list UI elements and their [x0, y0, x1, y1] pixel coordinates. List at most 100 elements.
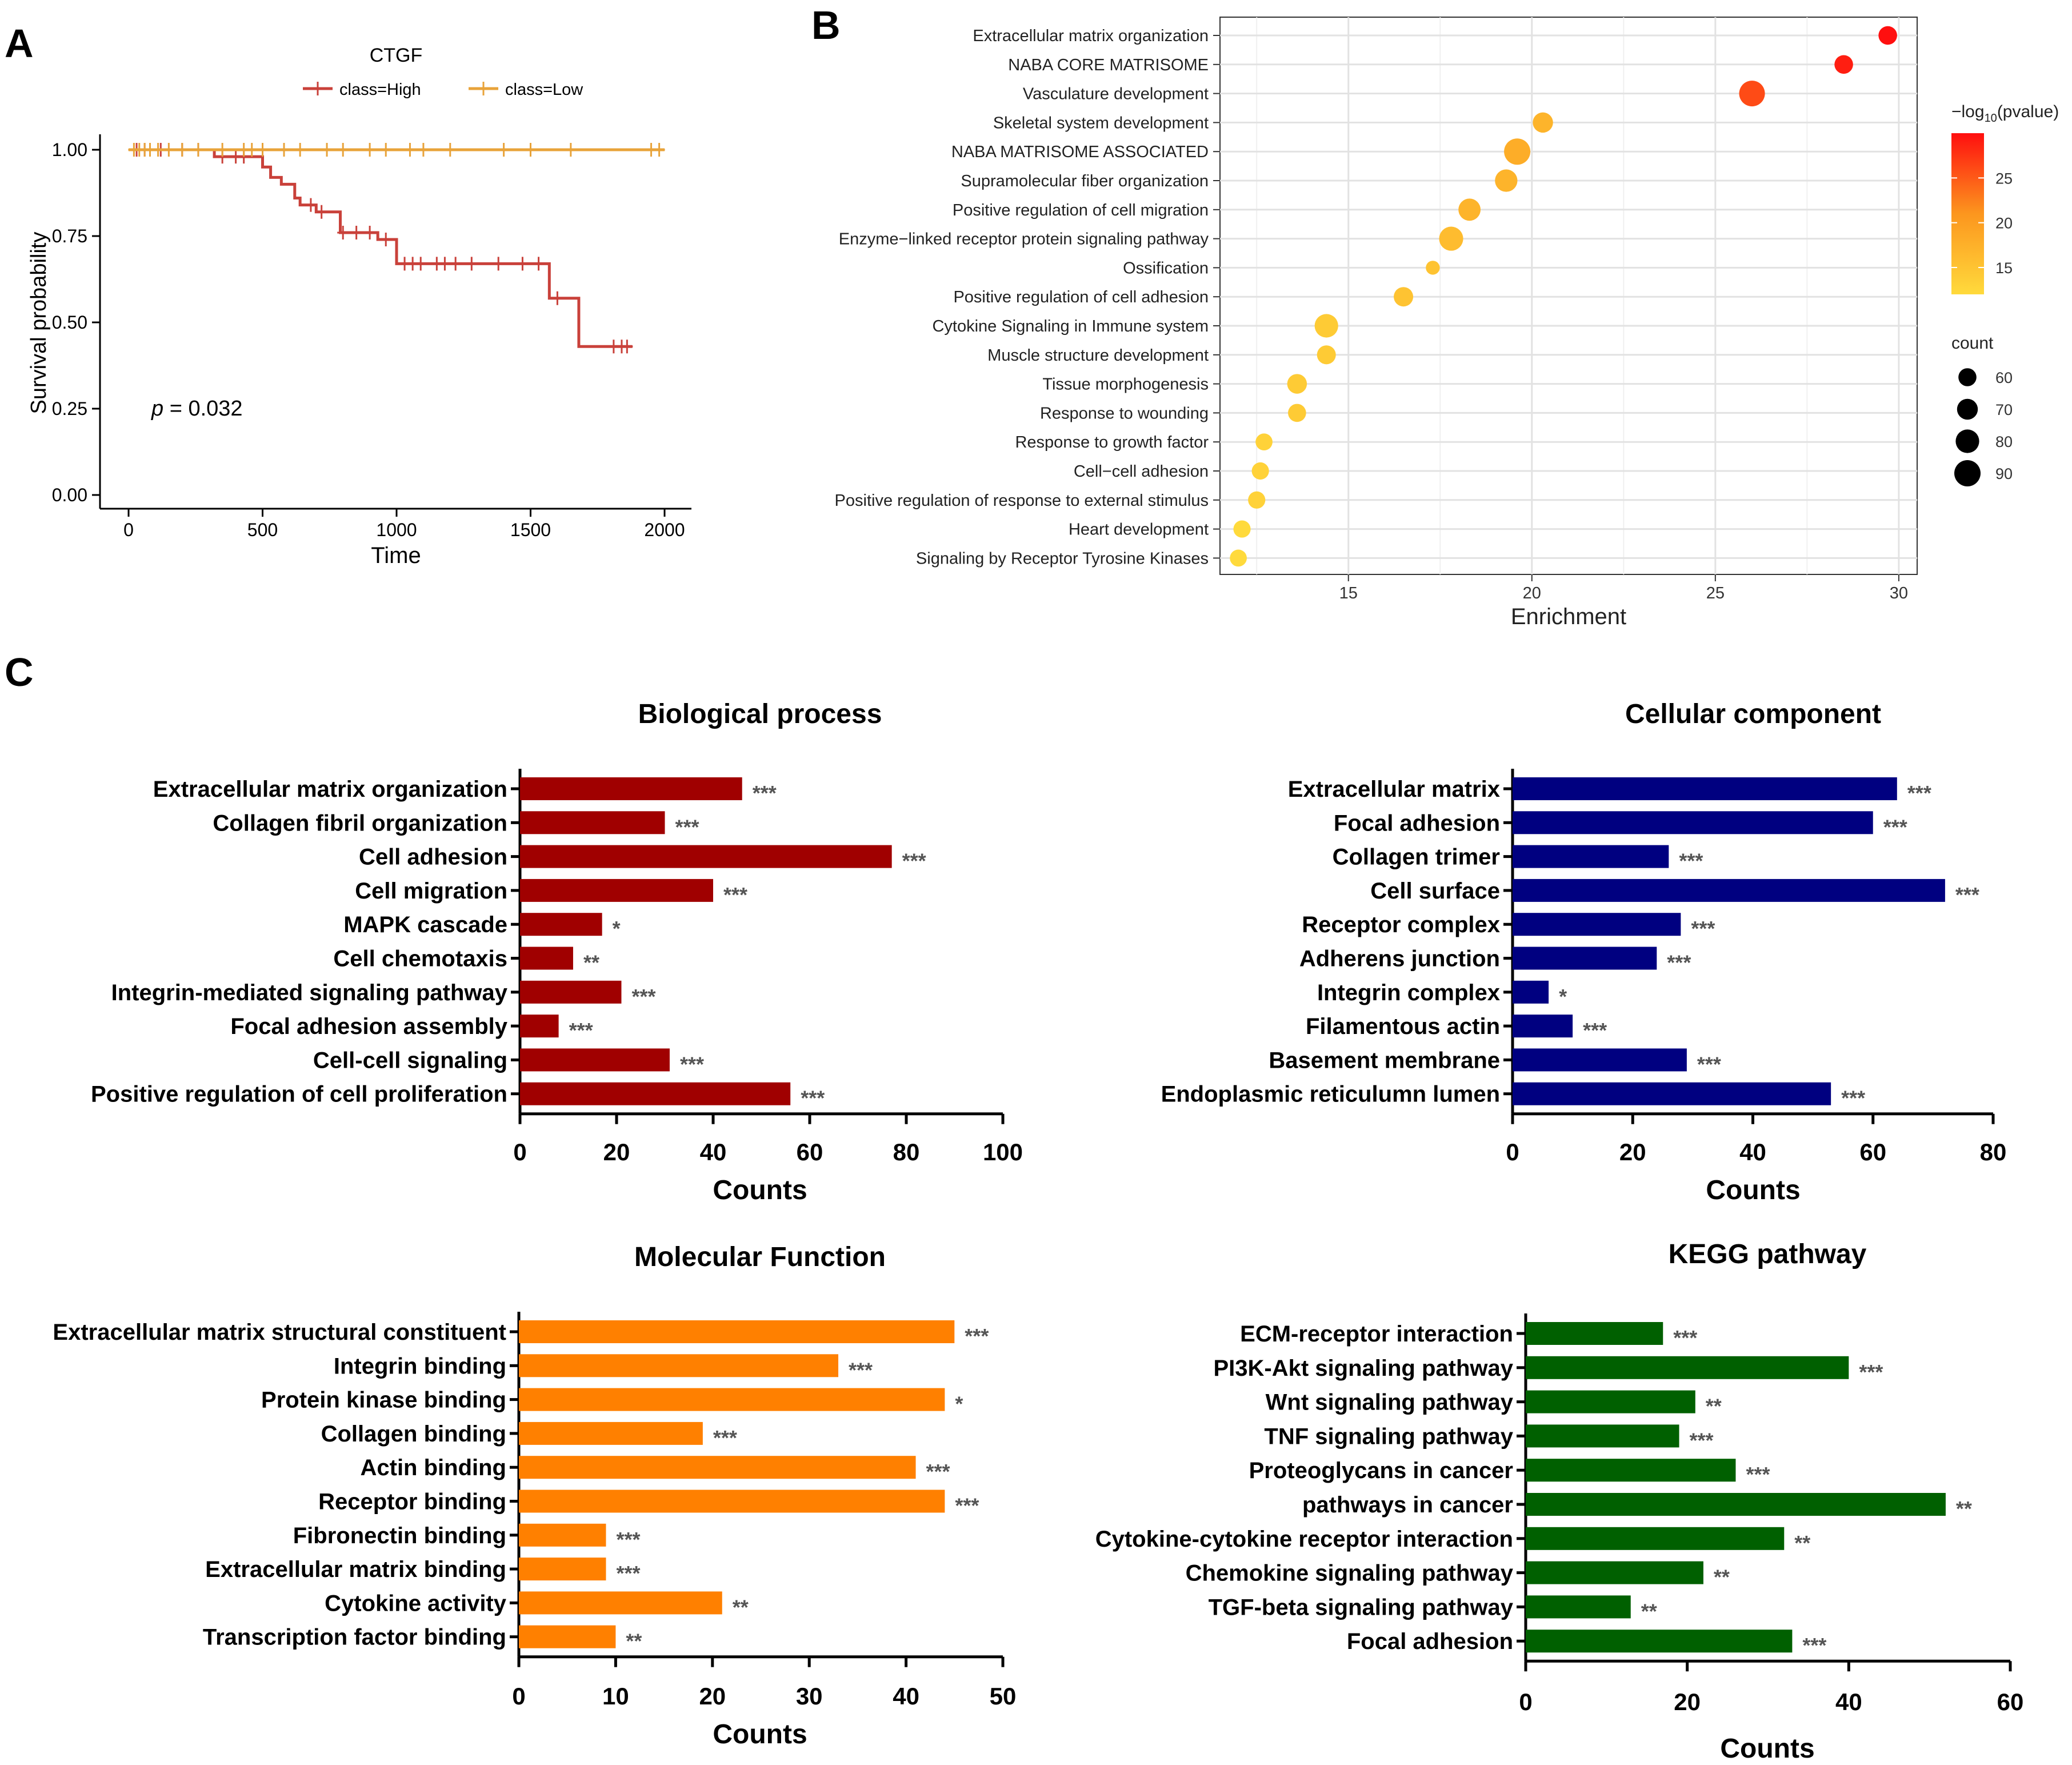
- y-tick-label: 0.50: [52, 312, 87, 333]
- size-legend-title: count: [1951, 334, 1994, 353]
- bar: [1513, 811, 1873, 834]
- bar: [519, 1523, 606, 1547]
- bar: [1526, 1322, 1663, 1345]
- term-label: NABA CORE MATRISOME: [1008, 56, 1209, 74]
- censor-mark: [653, 143, 665, 157]
- x-tick-label: 0: [1506, 1139, 1519, 1165]
- category-label: Adherens junction: [1299, 947, 1500, 972]
- censor-mark: [364, 143, 376, 157]
- size-legend-label: 60: [1995, 369, 2013, 386]
- bar: [1526, 1561, 1703, 1584]
- significance-label: ***: [1691, 917, 1715, 940]
- term-label: Enzyme−linked receptor protein signaling…: [839, 230, 1209, 249]
- significance-label: ***: [1679, 849, 1703, 873]
- x-tick-label: 10: [602, 1683, 629, 1710]
- p-symbol: p: [151, 397, 163, 421]
- bar: [519, 1320, 955, 1343]
- size-legend-label: 70: [1995, 401, 2013, 418]
- x-tick-label: 0: [513, 1139, 526, 1165]
- bubble: [1317, 345, 1336, 365]
- category-label: MAPK cascade: [343, 912, 507, 937]
- color-legend-title-part: −log: [1951, 102, 1985, 121]
- x-tick-label: 40: [1739, 1139, 1766, 1165]
- censor-mark: [337, 143, 349, 157]
- bubble: [1255, 433, 1273, 451]
- y-axis-title: Survival probability: [27, 232, 51, 414]
- size-legend-dot: [1955, 429, 1979, 453]
- bar: [519, 1625, 616, 1648]
- color-legend-title-part: (pvalue): [1997, 102, 2059, 121]
- term-label: Cytokine Signaling in Immune system: [932, 317, 1209, 336]
- chart-title: Biological process: [638, 699, 882, 729]
- term-label: Skeletal system development: [993, 114, 1209, 132]
- category-label: Collagen trimer: [1333, 845, 1500, 870]
- term-label: Signaling by Receptor Tyrosine Kinases: [916, 549, 1209, 568]
- bubble: [1834, 55, 1853, 74]
- bubble: [1314, 314, 1338, 338]
- category-label: Extracellular matrix organization: [153, 777, 507, 802]
- x-tick-label: 80: [893, 1139, 920, 1165]
- y-tick-label: 0.75: [52, 226, 87, 246]
- censor-mark: [364, 225, 376, 239]
- significance-label: ***: [1746, 1463, 1770, 1486]
- censor-mark: [294, 143, 306, 157]
- bubble: [1233, 520, 1251, 538]
- x-tick-label: 500: [247, 520, 278, 540]
- colorbar-tick-label: 15: [1995, 259, 2013, 277]
- term-label: Muscle structure development: [987, 346, 1209, 365]
- significance-label: ***: [1673, 1326, 1697, 1349]
- bubble: [1504, 138, 1531, 165]
- plot-panel: [1219, 17, 1918, 575]
- km-curve-high: [129, 148, 633, 348]
- term-label: Heart development: [1069, 521, 1209, 539]
- term-label: Response to wounding: [1040, 404, 1209, 422]
- censor-mark: [621, 340, 633, 354]
- bubble: [1878, 26, 1897, 45]
- significance-label: **: [733, 1595, 749, 1619]
- category-label: Focal adhesion: [1334, 810, 1500, 836]
- x-tick-label: 0: [123, 520, 134, 540]
- censor-mark: [533, 257, 545, 271]
- bubble: [1439, 226, 1463, 251]
- y-tick-label: 0.00: [52, 485, 87, 505]
- bubble: [1287, 374, 1307, 394]
- bubble: [1248, 491, 1266, 509]
- colorbar: [1951, 133, 1984, 294]
- panel-label-b: B: [811, 3, 841, 47]
- censor-mark: [350, 225, 362, 239]
- bar: [520, 845, 892, 868]
- bar: [1513, 1048, 1687, 1072]
- bar: [1513, 1082, 1831, 1105]
- significance-label: ***: [902, 849, 926, 873]
- censor-mark: [380, 233, 392, 247]
- significance-label: ***: [1859, 1360, 1883, 1384]
- x-tick-label: 15: [1339, 584, 1358, 602]
- significance-label: **: [1641, 1599, 1657, 1623]
- significance-label: ***: [1667, 951, 1691, 975]
- x-tick-label: 1000: [376, 520, 417, 540]
- bar: [519, 1490, 945, 1513]
- bar: [1526, 1424, 1679, 1448]
- bar: [1526, 1630, 1793, 1653]
- category-label: Focal adhesion: [1347, 1629, 1513, 1654]
- category-label: Extracellular matrix binding: [205, 1557, 506, 1582]
- x-tick-label: 30: [1890, 584, 1908, 602]
- significance-label: ***: [723, 883, 747, 907]
- censor-mark: [450, 257, 462, 271]
- size-legend-dot: [1954, 460, 1981, 486]
- censor-mark: [439, 257, 451, 271]
- x-tick-label: 40: [700, 1139, 727, 1165]
- censor-mark: [466, 257, 478, 271]
- censor-mark: [163, 143, 175, 157]
- censor-mark: [337, 225, 349, 239]
- significance-label: ***: [675, 815, 699, 838]
- x-axis-title: Counts: [1706, 1175, 1800, 1205]
- chart-title: KEGG pathway: [1669, 1239, 1867, 1269]
- bar-chart-kegg-pathway: KEGG pathway ECM-receptor interaction *** P…: [1095, 1239, 2024, 1764]
- x-tick-label: 25: [1706, 584, 1725, 602]
- chart-title: Cellular component: [1625, 699, 1881, 729]
- censor-mark: [305, 198, 317, 212]
- significance-label: ***: [616, 1528, 640, 1551]
